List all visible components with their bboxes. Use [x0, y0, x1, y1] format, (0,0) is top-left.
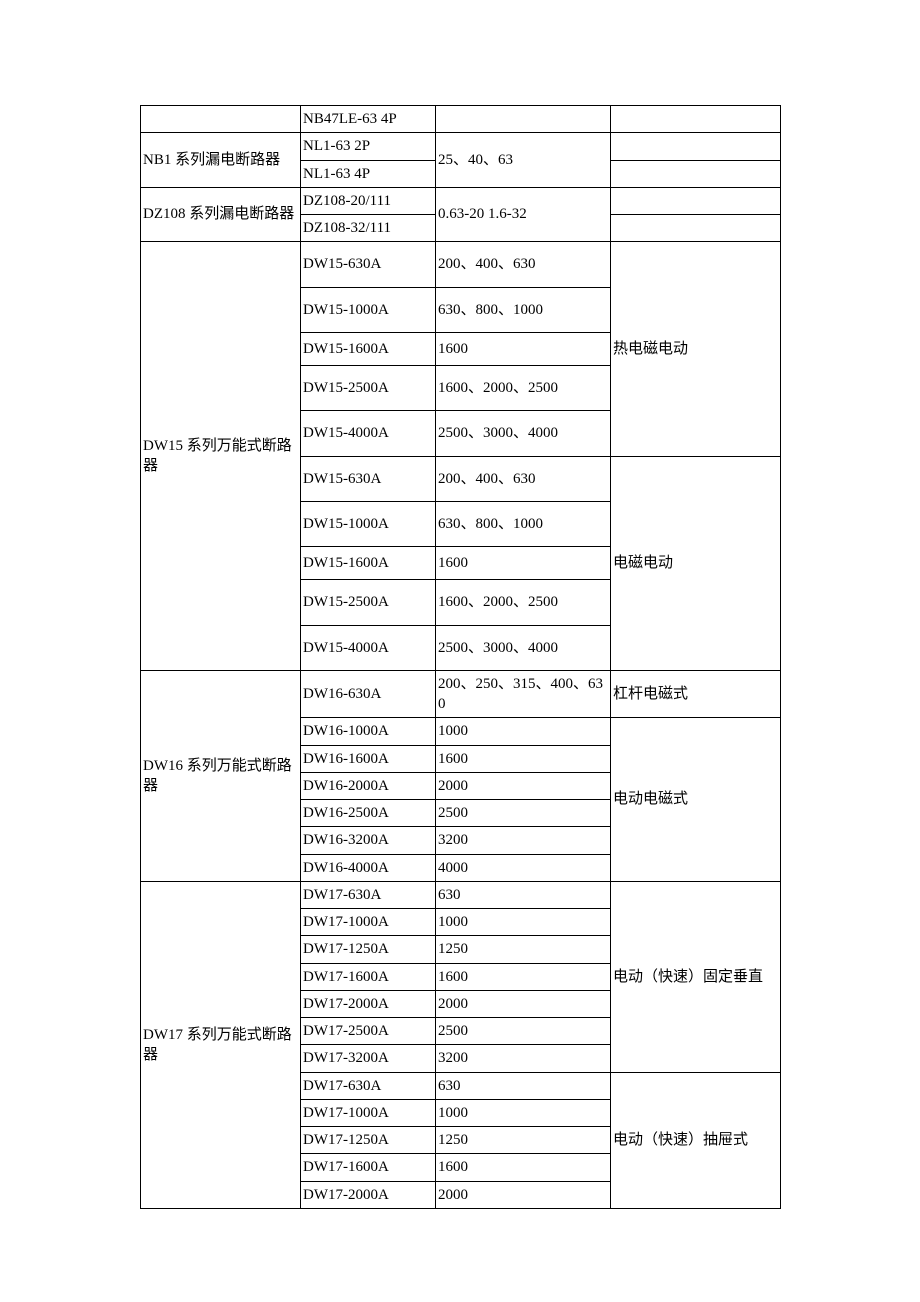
table-cell: 1600 [436, 1154, 611, 1181]
table-cell: 200、400、630 [436, 242, 611, 287]
table-cell: 200、250、315、400、630 [436, 670, 611, 718]
table-cell: DW15-2500A [301, 366, 436, 411]
table-cell: 630、800、1000 [436, 501, 611, 546]
table-cell: 200、400、630 [436, 456, 611, 501]
table-cell: DW17 系列万能式断路器 [141, 881, 301, 1208]
table-row: DW16 系列万能式断路器DW16-630A200、250、315、400、63… [141, 670, 781, 718]
table-row: NB47LE-63 4P [141, 106, 781, 133]
table-cell: 1250 [436, 936, 611, 963]
table-cell: 2500 [436, 1018, 611, 1045]
table-cell: DW17-1600A [301, 1154, 436, 1181]
table-cell: DW17-1000A [301, 1099, 436, 1126]
table-cell: DW17-3200A [301, 1045, 436, 1072]
table-cell [611, 106, 781, 133]
table-cell: DW17-1000A [301, 909, 436, 936]
table-cell: 2000 [436, 1181, 611, 1208]
table-cell: 热电磁电动 [611, 242, 781, 456]
table-cell: DW15-1600A [301, 332, 436, 365]
table-cell: NL1-63 4P [301, 160, 436, 187]
table-cell: 630、800、1000 [436, 287, 611, 332]
table-cell: 3200 [436, 827, 611, 854]
table-cell: DW17-630A [301, 1072, 436, 1099]
table-cell: DW17-1250A [301, 936, 436, 963]
table-cell: 电磁电动 [611, 456, 781, 670]
table-cell: DZ108 系列漏电断路器 [141, 187, 301, 242]
table-cell: NB47LE-63 4P [301, 106, 436, 133]
table-cell: 630 [436, 881, 611, 908]
table-cell: 1600 [436, 963, 611, 990]
table-cell: DW16-1000A [301, 718, 436, 745]
table-cell: 25、40、63 [436, 133, 611, 188]
table-cell: DW17-2000A [301, 1181, 436, 1208]
table-cell: 电动（快速）固定垂直 [611, 881, 781, 1072]
table-cell: 0.63-20 1.6-32 [436, 187, 611, 242]
table-cell: DW16-4000A [301, 854, 436, 881]
table-cell: 1600 [436, 547, 611, 580]
table-cell: NB1 系列漏电断路器 [141, 133, 301, 188]
table-cell: DW16-1600A [301, 745, 436, 772]
table-cell: DW16-3200A [301, 827, 436, 854]
table-cell: 1600 [436, 745, 611, 772]
table-cell: 1000 [436, 909, 611, 936]
table-cell: 杠杆电磁式 [611, 670, 781, 718]
spec-table: NB47LE-63 4PNB1 系列漏电断路器NL1-63 2P25、40、63… [140, 105, 781, 1209]
table-cell: DW15 系列万能式断路器 [141, 242, 301, 671]
table-cell: 2500 [436, 800, 611, 827]
table-cell: 2000 [436, 990, 611, 1017]
table-cell: 1250 [436, 1127, 611, 1154]
table-cell: 630 [436, 1072, 611, 1099]
table-cell: 1000 [436, 718, 611, 745]
table-cell: 1000 [436, 1099, 611, 1126]
table-row: DW15 系列万能式断路器DW15-630A200、400、630热电磁电动 [141, 242, 781, 287]
table-row: DW17 系列万能式断路器DW17-630A630电动（快速）固定垂直 [141, 881, 781, 908]
table-cell [611, 133, 781, 160]
table-cell: 2500、3000、4000 [436, 625, 611, 670]
table-cell: 1600、2000、2500 [436, 366, 611, 411]
table-cell: DW16 系列万能式断路器 [141, 670, 301, 881]
table-row: NB1 系列漏电断路器NL1-63 2P25、40、63 [141, 133, 781, 160]
table-body: NB47LE-63 4PNB1 系列漏电断路器NL1-63 2P25、40、63… [141, 106, 781, 1209]
table-cell: DW17-1250A [301, 1127, 436, 1154]
table-cell: DW15-1600A [301, 547, 436, 580]
table-cell [611, 160, 781, 187]
table-row: DZ108 系列漏电断路器DZ108-20/1110.63-20 1.6-32 [141, 187, 781, 214]
table-cell: DZ108-32/111 [301, 215, 436, 242]
table-cell: 4000 [436, 854, 611, 881]
table-cell: DW16-2500A [301, 800, 436, 827]
table-cell: DW17-630A [301, 881, 436, 908]
table-cell: 2000 [436, 772, 611, 799]
table-cell: 2500、3000、4000 [436, 411, 611, 456]
table-cell: DW15-4000A [301, 411, 436, 456]
table-cell: 电动电磁式 [611, 718, 781, 882]
page: NB47LE-63 4PNB1 系列漏电断路器NL1-63 2P25、40、63… [0, 0, 920, 1302]
table-cell: 1600、2000、2500 [436, 580, 611, 625]
table-cell: DW16-630A [301, 670, 436, 718]
table-cell: DW15-630A [301, 242, 436, 287]
table-cell: DW15-1000A [301, 287, 436, 332]
table-cell: DW17-1600A [301, 963, 436, 990]
table-cell: DZ108-20/111 [301, 187, 436, 214]
table-cell: NL1-63 2P [301, 133, 436, 160]
table-cell: DW15-4000A [301, 625, 436, 670]
table-cell: DW15-2500A [301, 580, 436, 625]
table-cell: DW17-2000A [301, 990, 436, 1017]
table-cell [611, 215, 781, 242]
table-cell: DW15-630A [301, 456, 436, 501]
table-cell [141, 106, 301, 133]
table-cell: 1600 [436, 332, 611, 365]
table-cell: 3200 [436, 1045, 611, 1072]
table-cell: 电动（快速）抽屉式 [611, 1072, 781, 1208]
table-cell: DW15-1000A [301, 501, 436, 546]
table-cell: DW17-2500A [301, 1018, 436, 1045]
table-cell: DW16-2000A [301, 772, 436, 799]
table-cell [611, 187, 781, 214]
table-cell [436, 106, 611, 133]
